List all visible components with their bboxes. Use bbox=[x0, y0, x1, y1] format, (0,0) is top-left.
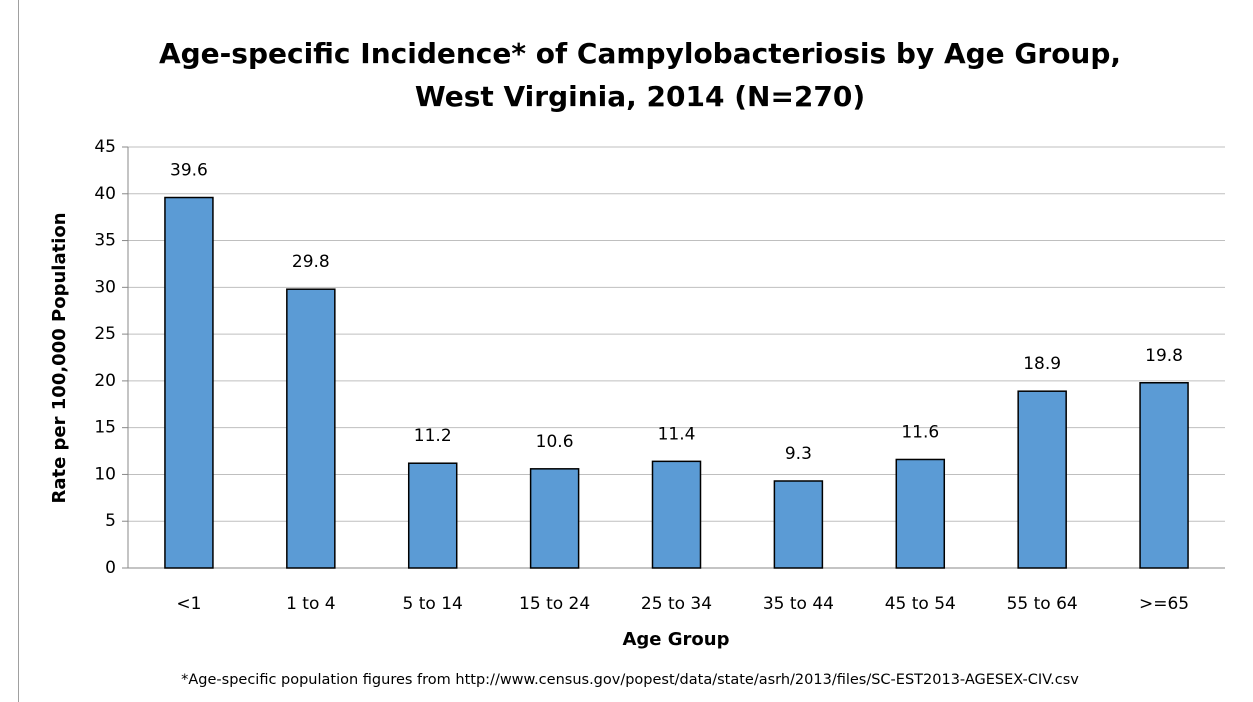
chart-title: Age-specific Incidence* of Campylobacter… bbox=[159, 37, 1121, 70]
bar bbox=[1139, 382, 1189, 569]
y-tick-label: 15 bbox=[94, 418, 116, 438]
chart-border bbox=[18, 0, 1253, 702]
data-label: 19.8 bbox=[1145, 346, 1183, 366]
bar bbox=[529, 468, 580, 569]
x-axis-label: Age Group bbox=[622, 629, 729, 650]
chart-title: West Virginia, 2014 (N=270) bbox=[415, 80, 865, 113]
data-label: 11.6 bbox=[901, 422, 939, 442]
bar bbox=[651, 460, 702, 569]
y-tick-label: 0 bbox=[105, 558, 116, 578]
y-tick-label: 20 bbox=[94, 371, 116, 391]
x-tick-label: 55 to 64 bbox=[1007, 594, 1078, 614]
bar bbox=[773, 480, 824, 569]
x-tick-label: 35 to 44 bbox=[763, 594, 834, 614]
x-tick-label: 15 to 24 bbox=[519, 594, 590, 614]
x-tick-label: 45 to 54 bbox=[885, 594, 956, 614]
y-tick-label: 25 bbox=[94, 324, 116, 344]
x-tick-label: 1 to 4 bbox=[286, 594, 336, 614]
bar bbox=[286, 288, 336, 569]
x-tick-label: >=65 bbox=[1139, 594, 1189, 614]
data-label: 18.9 bbox=[1023, 354, 1061, 374]
y-tick-label: 40 bbox=[94, 184, 116, 204]
y-tick-label: 5 bbox=[105, 511, 116, 531]
data-label: 10.6 bbox=[536, 432, 574, 452]
footnote: *Age-specific population figures from ht… bbox=[181, 672, 1079, 688]
data-label: 9.3 bbox=[785, 444, 812, 464]
bar bbox=[164, 196, 214, 569]
data-label: 11.4 bbox=[658, 424, 696, 444]
y-tick-label: 35 bbox=[94, 231, 116, 251]
x-tick-label: 5 to 14 bbox=[403, 594, 463, 614]
bar bbox=[1017, 390, 1067, 569]
y-axis-label: Rate per 100,000 Population bbox=[49, 212, 70, 503]
bar bbox=[895, 458, 946, 569]
y-tick-label: 30 bbox=[94, 277, 116, 297]
data-label: 29.8 bbox=[292, 252, 330, 272]
x-tick-label: <1 bbox=[176, 594, 201, 614]
bar bbox=[407, 462, 458, 569]
data-label: 39.6 bbox=[170, 161, 208, 181]
y-tick-label: 10 bbox=[94, 464, 116, 484]
data-label: 11.2 bbox=[414, 426, 452, 446]
y-tick-label: 45 bbox=[94, 137, 116, 157]
x-tick-label: 25 to 34 bbox=[641, 594, 712, 614]
